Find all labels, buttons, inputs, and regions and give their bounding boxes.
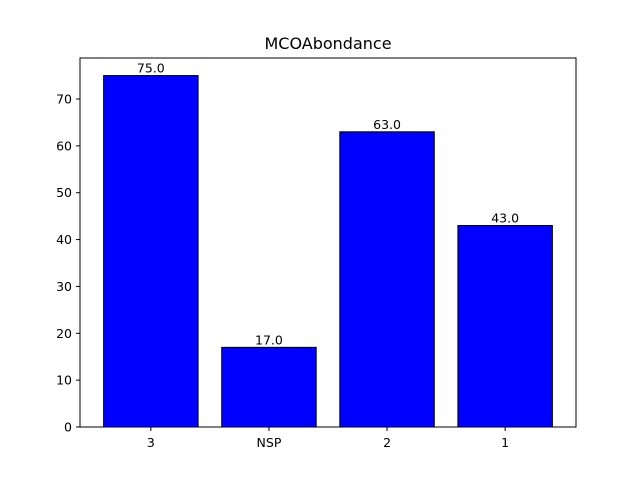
x-tick-label: NSP bbox=[257, 435, 282, 450]
y-tick-label: 70 bbox=[56, 92, 72, 107]
y-tick-label: 20 bbox=[56, 326, 72, 341]
bar-2 bbox=[339, 131, 435, 428]
y-tick-label: 10 bbox=[56, 373, 72, 388]
plot-frame bbox=[79, 57, 577, 428]
y-tick-label: 0 bbox=[64, 420, 72, 435]
y-tick-label: 30 bbox=[56, 279, 72, 294]
bars-layer: 75.0 17.0 63.0 43.0 bbox=[103, 61, 553, 428]
x-tick-label: 3 bbox=[147, 435, 155, 450]
chart-title: MCOAbondance bbox=[264, 34, 391, 53]
bar-3 bbox=[103, 75, 199, 428]
bar-1 bbox=[457, 225, 553, 428]
bar-value-label: 75.0 bbox=[137, 61, 165, 76]
x-tick-label: 2 bbox=[383, 435, 391, 450]
x-tick-label: 1 bbox=[501, 435, 509, 450]
bar-value-label: 63.0 bbox=[373, 117, 401, 132]
bar-value-label: 17.0 bbox=[255, 332, 283, 347]
y-tick-label: 50 bbox=[56, 185, 72, 200]
y-tick-label: 40 bbox=[56, 232, 72, 247]
bar-NSP bbox=[221, 346, 317, 428]
bar-value-label: 43.0 bbox=[491, 211, 519, 226]
y-tick-label: 60 bbox=[56, 138, 72, 153]
